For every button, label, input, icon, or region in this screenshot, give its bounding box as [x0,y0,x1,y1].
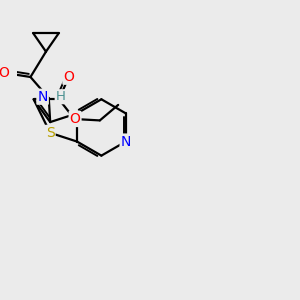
Text: N: N [38,90,48,104]
Text: S: S [46,126,55,140]
Text: O: O [63,70,74,84]
Text: O: O [70,112,80,126]
Text: H: H [56,90,66,103]
Text: N: N [121,134,131,148]
Text: O: O [0,66,9,80]
